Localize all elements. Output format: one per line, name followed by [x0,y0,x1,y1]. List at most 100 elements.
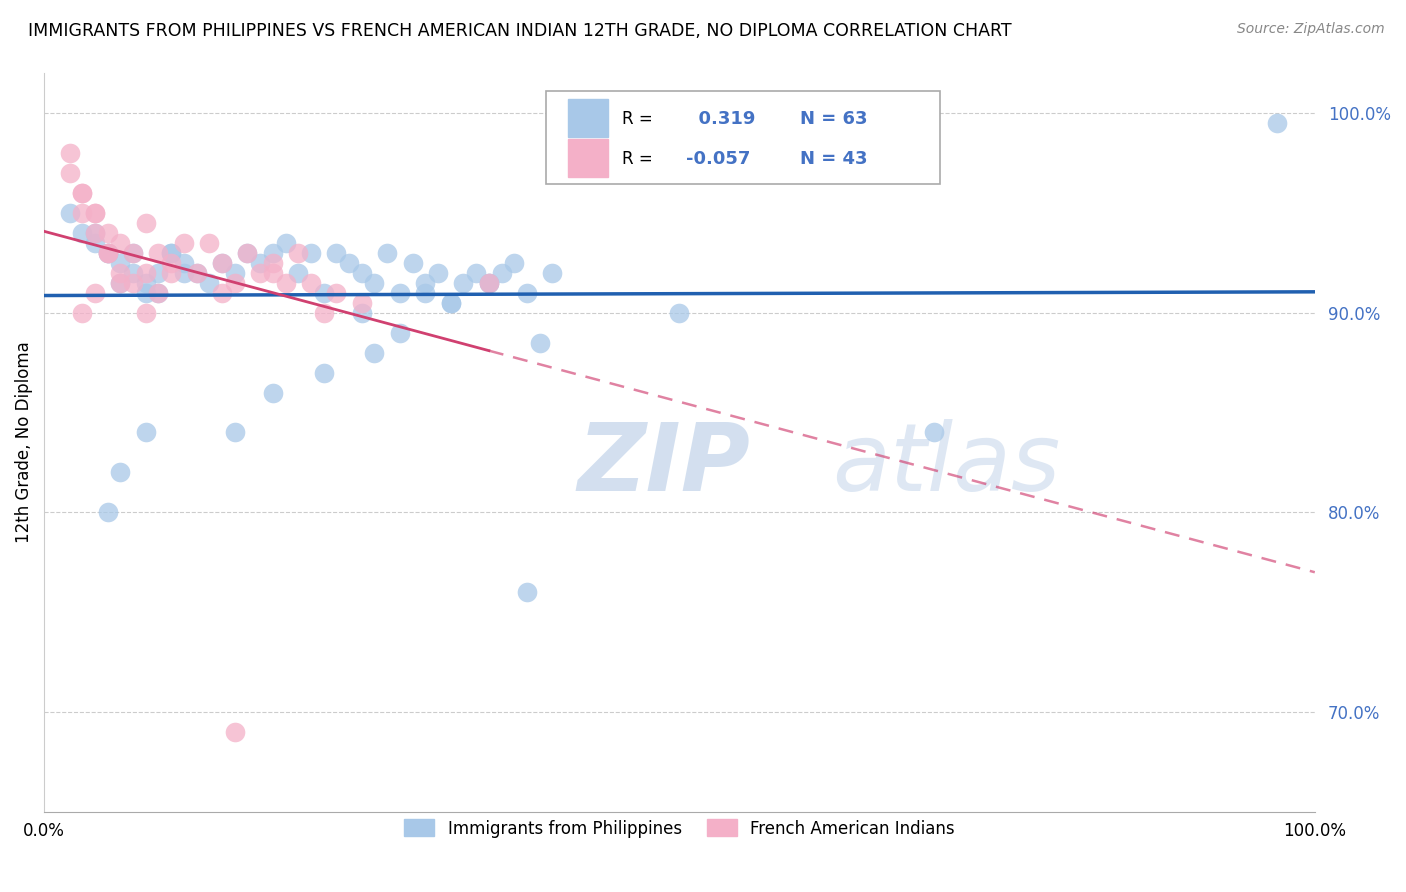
Point [363,276,385,290]
Point [211,256,233,270]
Point [312,305,335,319]
Point [478,276,501,290]
Point [160,245,183,260]
Point [312,285,335,300]
Point [58,166,80,180]
Text: N = 43: N = 43 [800,150,868,168]
Point [84,206,107,220]
Text: R =: R = [623,150,652,168]
Point [186,266,208,280]
Point [337,256,360,270]
Point [160,256,183,270]
Point [173,256,195,270]
Point [97,245,120,260]
Point [122,266,145,280]
Point [350,305,373,319]
Point [122,245,145,260]
Point [274,235,297,250]
Text: atlas: atlas [832,419,1060,510]
Point [84,235,107,250]
Point [97,245,120,260]
Point [122,276,145,290]
Point [97,226,120,240]
Point [363,345,385,359]
Point [350,266,373,280]
Point [110,276,132,290]
Point [388,285,411,300]
Point [249,256,271,270]
Point [1265,116,1288,130]
Bar [568,99,609,137]
Text: IMMIGRANTS FROM PHILIPPINES VS FRENCH AMERICAN INDIAN 12TH GRADE, NO DIPLOMA COR: IMMIGRANTS FROM PHILIPPINES VS FRENCH AM… [28,22,1012,40]
Y-axis label: 12th Grade, No Diploma: 12th Grade, No Diploma [15,342,32,543]
Point [84,226,107,240]
Point [478,276,501,290]
Point [491,266,513,280]
Text: R =: R = [623,110,652,128]
FancyBboxPatch shape [546,92,941,184]
Point [312,366,335,380]
Text: N = 63: N = 63 [800,110,868,128]
Point [198,276,221,290]
Point [440,295,463,310]
Point [503,256,526,270]
Point [415,285,437,300]
Point [415,276,437,290]
Bar [568,139,609,178]
Point [70,206,93,220]
Point [478,276,501,290]
Point [148,285,170,300]
Point [516,285,538,300]
Point [236,245,259,260]
Point [70,305,93,319]
Point [224,266,246,280]
Point [427,266,450,280]
Point [262,245,284,260]
Legend: Immigrants from Philippines, French American Indians: Immigrants from Philippines, French Amer… [398,813,962,844]
Point [84,206,107,220]
Point [160,266,183,280]
Point [135,425,157,440]
Point [110,235,132,250]
Point [135,216,157,230]
Point [70,226,93,240]
Point [453,276,475,290]
Text: -0.057: -0.057 [686,150,751,168]
Point [148,245,170,260]
Point [529,335,551,350]
Point [70,186,93,200]
Point [375,245,398,260]
Point [287,245,309,260]
Point [274,276,297,290]
Point [135,305,157,319]
Point [135,276,157,290]
Text: Source: ZipAtlas.com: Source: ZipAtlas.com [1237,22,1385,37]
Point [58,206,80,220]
Point [440,295,463,310]
Point [516,585,538,599]
Point [58,145,80,160]
Point [401,256,423,270]
Point [668,305,690,319]
Point [249,266,271,280]
Point [465,266,488,280]
Point [135,266,157,280]
Point [110,466,132,480]
Point [97,245,120,260]
Point [224,725,246,739]
Point [262,385,284,400]
Point [325,245,347,260]
Point [173,235,195,250]
Point [224,425,246,440]
Point [299,245,322,260]
Point [110,276,132,290]
Point [97,245,120,260]
Point [148,285,170,300]
Point [922,425,945,440]
Point [173,266,195,280]
Point [84,226,107,240]
Point [224,276,246,290]
Point [148,266,170,280]
Point [84,285,107,300]
Point [186,266,208,280]
